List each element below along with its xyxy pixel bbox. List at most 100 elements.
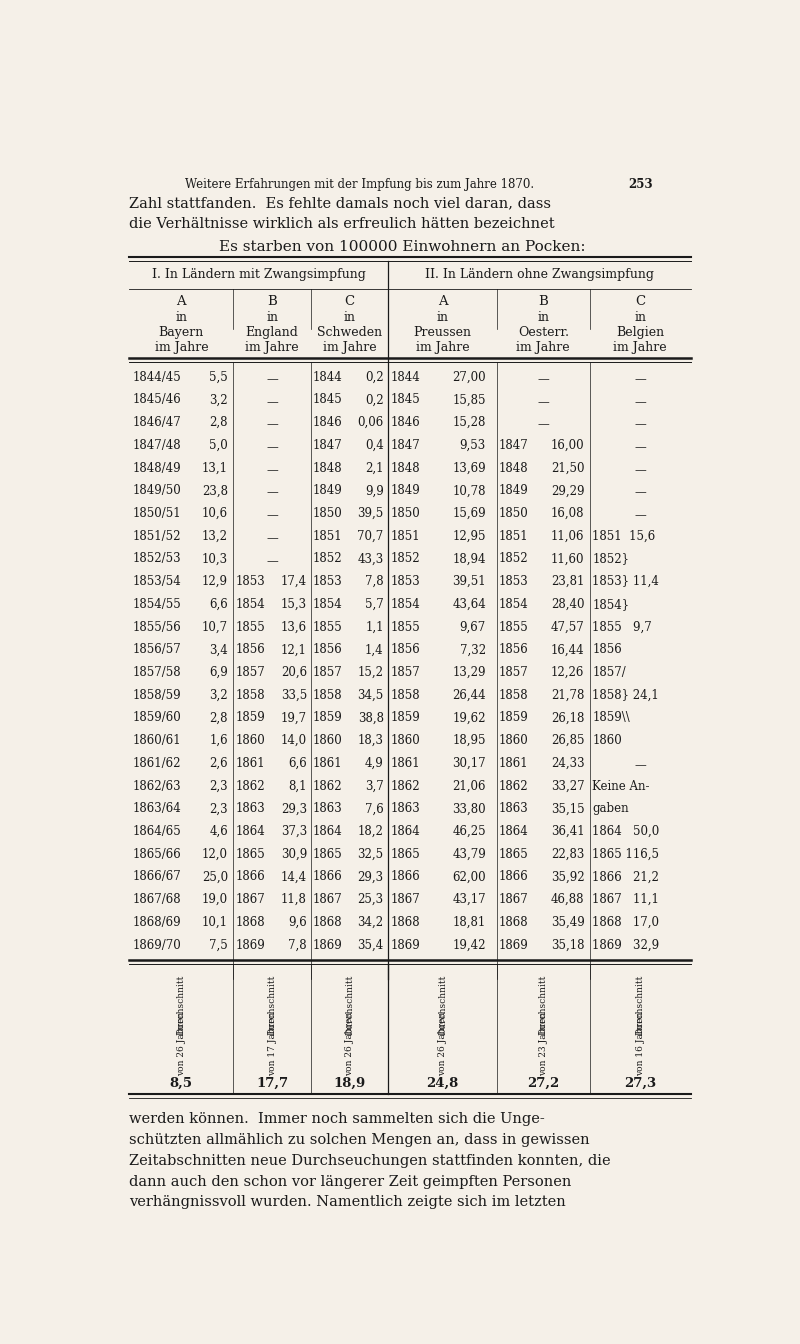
Text: 1868/69: 1868/69 bbox=[133, 915, 181, 929]
Text: 1856: 1856 bbox=[498, 644, 528, 656]
Text: 1865: 1865 bbox=[390, 848, 420, 860]
Text: 1867   11,1: 1867 11,1 bbox=[592, 894, 659, 906]
Text: 1861: 1861 bbox=[498, 757, 528, 770]
Text: 17,4: 17,4 bbox=[281, 575, 307, 589]
Text: 1862/63: 1862/63 bbox=[133, 780, 181, 793]
Text: 1857: 1857 bbox=[236, 667, 266, 679]
Text: 7,8: 7,8 bbox=[365, 575, 384, 589]
Text: 1854: 1854 bbox=[390, 598, 420, 612]
Text: —: — bbox=[634, 759, 646, 773]
Text: 1864/65: 1864/65 bbox=[133, 825, 182, 839]
Text: 1869: 1869 bbox=[236, 938, 266, 952]
Text: 46,25: 46,25 bbox=[452, 825, 486, 839]
Text: 1846/47: 1846/47 bbox=[133, 417, 182, 429]
Text: 1856: 1856 bbox=[313, 644, 343, 656]
Text: 14,0: 14,0 bbox=[281, 734, 307, 747]
Text: 1865: 1865 bbox=[313, 848, 343, 860]
Text: 1856: 1856 bbox=[592, 644, 622, 656]
Text: 34,5: 34,5 bbox=[358, 688, 384, 702]
Text: 1858} 24,1: 1858} 24,1 bbox=[592, 688, 659, 702]
Text: 18,95: 18,95 bbox=[453, 734, 486, 747]
Text: Durchschnitt: Durchschnitt bbox=[539, 974, 548, 1035]
Text: 1867: 1867 bbox=[236, 894, 266, 906]
Text: 18,2: 18,2 bbox=[358, 825, 384, 839]
Text: 5,7: 5,7 bbox=[365, 598, 384, 612]
Text: Bayern: Bayern bbox=[158, 327, 204, 339]
Text: 25,3: 25,3 bbox=[358, 894, 384, 906]
Text: 1859\\: 1859\\ bbox=[592, 711, 630, 724]
Text: 0,2: 0,2 bbox=[365, 394, 384, 406]
Text: 13,69: 13,69 bbox=[452, 461, 486, 474]
Text: 1860: 1860 bbox=[592, 734, 622, 747]
Text: im Jahre: im Jahre bbox=[517, 341, 570, 355]
Text: Durchschnitt: Durchschnitt bbox=[438, 974, 447, 1035]
Text: 1860/61: 1860/61 bbox=[133, 734, 181, 747]
Text: 1857/58: 1857/58 bbox=[133, 667, 181, 679]
Text: 1860: 1860 bbox=[313, 734, 343, 747]
Text: 38,8: 38,8 bbox=[358, 711, 384, 724]
Text: 1853: 1853 bbox=[236, 575, 266, 589]
Text: 12,95: 12,95 bbox=[453, 530, 486, 543]
Text: 1866: 1866 bbox=[313, 871, 343, 883]
Text: 1864   50,0: 1864 50,0 bbox=[592, 825, 659, 839]
Text: 1856: 1856 bbox=[390, 644, 420, 656]
Text: 12,26: 12,26 bbox=[551, 667, 584, 679]
Text: 35,92: 35,92 bbox=[550, 871, 584, 883]
Text: 1865: 1865 bbox=[236, 848, 266, 860]
Text: 1850: 1850 bbox=[498, 507, 528, 520]
Text: 1852}: 1852} bbox=[592, 552, 629, 566]
Text: 1863/64: 1863/64 bbox=[133, 802, 182, 816]
Text: 1846: 1846 bbox=[313, 417, 343, 429]
Text: 18,81: 18,81 bbox=[453, 915, 486, 929]
Text: 2,8: 2,8 bbox=[210, 711, 228, 724]
Text: 1869: 1869 bbox=[313, 938, 343, 952]
Text: —: — bbox=[634, 464, 646, 477]
Text: 1868: 1868 bbox=[498, 915, 528, 929]
Text: 11,8: 11,8 bbox=[281, 894, 307, 906]
Text: 23,8: 23,8 bbox=[202, 484, 228, 497]
Text: England: England bbox=[246, 327, 298, 339]
Text: 4,9: 4,9 bbox=[365, 757, 384, 770]
Text: Schweden: Schweden bbox=[317, 327, 382, 339]
Text: 1848: 1848 bbox=[390, 461, 420, 474]
Text: 1852: 1852 bbox=[313, 552, 342, 566]
Text: 1851: 1851 bbox=[313, 530, 342, 543]
Text: —: — bbox=[266, 555, 278, 567]
Text: von 26 Jahren: von 26 Jahren bbox=[177, 1012, 186, 1075]
Text: 19,7: 19,7 bbox=[281, 711, 307, 724]
Text: 1857: 1857 bbox=[390, 667, 420, 679]
Text: 16,44: 16,44 bbox=[550, 644, 584, 656]
Text: C: C bbox=[345, 296, 354, 308]
Text: im Jahre: im Jahre bbox=[246, 341, 299, 355]
Text: 11,06: 11,06 bbox=[551, 530, 584, 543]
Text: die Verhältnisse wirklich als erfreulich hätten bezeichnet: die Verhältnisse wirklich als erfreulich… bbox=[130, 216, 555, 231]
Text: C: C bbox=[635, 296, 646, 308]
Text: 1858: 1858 bbox=[236, 688, 266, 702]
Text: 1861: 1861 bbox=[236, 757, 266, 770]
Text: 1866   21,2: 1866 21,2 bbox=[592, 871, 659, 883]
Text: 1857: 1857 bbox=[498, 667, 528, 679]
Text: 1856: 1856 bbox=[236, 644, 266, 656]
Text: 10,78: 10,78 bbox=[453, 484, 486, 497]
Text: 20,6: 20,6 bbox=[281, 667, 307, 679]
Text: 62,00: 62,00 bbox=[452, 871, 486, 883]
Text: 5,5: 5,5 bbox=[209, 371, 228, 384]
Text: 1860: 1860 bbox=[390, 734, 420, 747]
Text: 21,06: 21,06 bbox=[453, 780, 486, 793]
Text: 9,67: 9,67 bbox=[460, 621, 486, 633]
Text: 0,4: 0,4 bbox=[365, 439, 384, 452]
Text: 1866: 1866 bbox=[498, 871, 528, 883]
Text: 9,9: 9,9 bbox=[365, 484, 384, 497]
Text: 1864: 1864 bbox=[498, 825, 528, 839]
Text: 26,85: 26,85 bbox=[551, 734, 584, 747]
Text: 9,53: 9,53 bbox=[460, 439, 486, 452]
Text: in: in bbox=[437, 310, 449, 324]
Text: 10,7: 10,7 bbox=[202, 621, 228, 633]
Text: 1869/70: 1869/70 bbox=[133, 938, 182, 952]
Text: 9,6: 9,6 bbox=[288, 915, 307, 929]
Text: 30,17: 30,17 bbox=[452, 757, 486, 770]
Text: —: — bbox=[634, 418, 646, 431]
Text: 29,29: 29,29 bbox=[551, 484, 584, 497]
Text: im Jahre: im Jahre bbox=[322, 341, 376, 355]
Text: von 26 Jahren: von 26 Jahren bbox=[345, 1012, 354, 1075]
